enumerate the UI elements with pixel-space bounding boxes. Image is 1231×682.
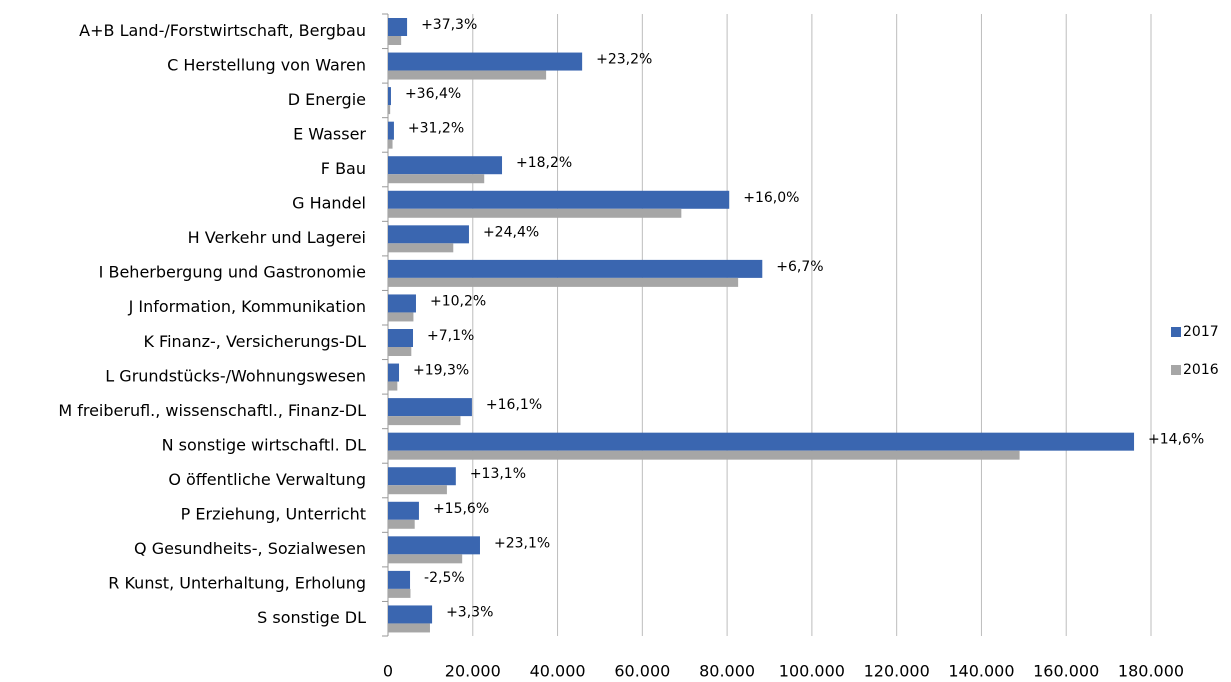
y-tick-label: F Bau <box>321 159 366 178</box>
bar <box>388 139 393 149</box>
growth-label: +14,6% <box>1148 432 1204 448</box>
legend-label: 2016 <box>1183 362 1219 378</box>
y-tick-label: E Wasser <box>293 124 366 143</box>
bar <box>388 52 583 71</box>
bar <box>388 605 433 624</box>
bar <box>388 570 411 589</box>
bar <box>388 105 391 115</box>
y-tick-label: P Erziehung, Unterricht <box>181 505 366 524</box>
bar <box>388 363 400 382</box>
bar <box>388 329 414 347</box>
x-tick-label: 80.000 <box>699 662 755 681</box>
legend-swatch <box>1171 365 1181 375</box>
bar <box>388 190 730 209</box>
x-tick-label: 160.000 <box>1033 662 1099 681</box>
growth-label: +6,7% <box>776 259 823 275</box>
bar <box>388 312 414 322</box>
bar <box>388 381 398 391</box>
bar <box>388 501 419 520</box>
x-tick-label: 120.000 <box>864 662 930 681</box>
y-tick-label: M freiberufl., wissenschaftl., Finanz-DL <box>58 401 366 420</box>
legend-label: 2017 <box>1183 324 1219 340</box>
growth-label: +24,4% <box>483 224 539 240</box>
growth-label: +3,3% <box>446 604 493 620</box>
bar <box>388 156 503 175</box>
y-tick-label: Q Gesundheits-, Sozialwesen <box>134 539 366 558</box>
bar <box>388 519 415 529</box>
y-tick-label: L Grundstücks-/Wohnungswesen <box>105 366 366 385</box>
bar <box>388 243 454 253</box>
x-tick-label: 0 <box>383 662 393 681</box>
growth-label: +19,3% <box>413 363 469 379</box>
legend-swatch <box>1171 327 1181 337</box>
y-tick-label: C Herstellung von Waren <box>167 55 366 74</box>
y-tick-label: I Beherbergung und Gastronomie <box>99 263 366 282</box>
growth-label: +18,2% <box>516 155 572 171</box>
bar <box>388 121 394 140</box>
bar <box>388 36 402 45</box>
bar <box>388 485 447 495</box>
bar <box>388 536 480 555</box>
growth-label: +37,3% <box>421 17 477 33</box>
y-tick-label: K Finanz-, Versicherungs-DL <box>143 332 366 351</box>
growth-label: +13,1% <box>470 466 526 482</box>
x-tick-label: 140.000 <box>948 662 1014 681</box>
y-tick-label: D Energie <box>288 90 366 109</box>
growth-label: -2,5% <box>424 570 465 586</box>
bar <box>388 398 472 417</box>
growth-label: +16,1% <box>486 397 542 413</box>
growth-label: +15,6% <box>433 501 489 517</box>
y-tick-label: H Verkehr und Lagerei <box>188 228 366 247</box>
growth-label: +31,2% <box>408 121 464 137</box>
growth-label: +36,4% <box>405 86 461 102</box>
y-tick-label: A+B Land-/Forstwirtschaft, Bergbau <box>79 21 366 40</box>
x-tick-label: 180.000 <box>1118 662 1184 681</box>
bar <box>388 174 485 184</box>
x-tick-label: 100.000 <box>779 662 845 681</box>
bar <box>388 208 682 218</box>
y-tick-label: R Kunst, Unterhaltung, Erholung <box>108 574 366 593</box>
y-tick-label: J Information, Kommunikation <box>128 297 366 316</box>
growth-label: +23,1% <box>494 535 550 551</box>
bar <box>388 347 412 356</box>
growth-label: +16,0% <box>743 190 799 206</box>
x-tick-label: 60.000 <box>614 662 670 681</box>
bar <box>388 277 739 287</box>
bar <box>388 18 408 36</box>
bar <box>388 294 416 313</box>
y-tick-label: S sonstige DL <box>257 608 366 627</box>
x-tick-label: 40.000 <box>530 662 586 681</box>
y-tick-label: O öffentliche Verwaltung <box>168 470 366 489</box>
bar <box>388 432 1135 451</box>
bar <box>388 450 1020 460</box>
bar <box>388 623 430 633</box>
growth-label: +10,2% <box>430 293 486 309</box>
bar <box>388 554 463 564</box>
bar <box>388 70 547 80</box>
growth-label: +7,1% <box>427 328 474 344</box>
bar <box>388 225 469 244</box>
y-tick-label: G Handel <box>292 194 366 213</box>
growth-label: +23,2% <box>596 52 652 68</box>
y-tick-label: N sonstige wirtschaftl. DL <box>162 435 366 454</box>
bar <box>388 416 461 426</box>
bar <box>388 259 763 278</box>
bar <box>388 588 411 598</box>
bar <box>388 467 456 486</box>
x-tick-label: 20.000 <box>445 662 501 681</box>
bar <box>388 87 391 106</box>
